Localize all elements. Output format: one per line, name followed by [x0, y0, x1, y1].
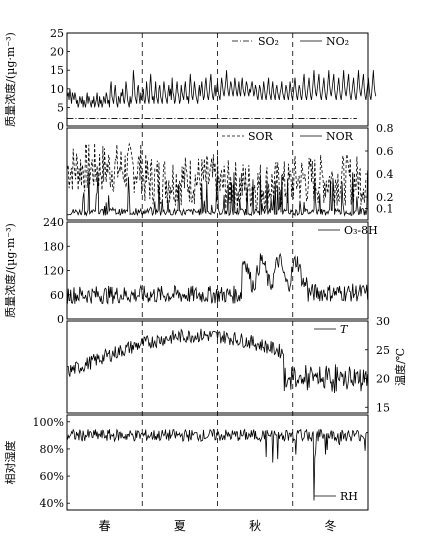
y-tick-label: 10	[50, 83, 64, 96]
panel-frame	[66, 414, 369, 511]
legend-label-sor: SOR	[248, 130, 274, 143]
y-tick-label: 0	[57, 120, 64, 133]
legend-label-o3: O₃-8H	[344, 224, 378, 237]
y-axis-label: 相对湿度	[3, 441, 17, 485]
panel-3: 0 60 120 180 240 O₃-8H 质量浓度/(µg·m⁻³)	[3, 216, 378, 326]
y-tick-label: 25	[50, 27, 64, 40]
panel-4: 15 20 25 30 T 温度/℃	[66, 315, 407, 414]
y-axis-label: 质量浓度/(µg·m⁻³)	[3, 223, 17, 318]
series-line-no2	[67, 70, 377, 108]
y-tick-label-right: 0.1	[376, 203, 394, 216]
y-tick-label: 60	[50, 289, 64, 302]
y-tick-label: 180	[43, 240, 64, 253]
y-tick-label: 20	[50, 46, 64, 59]
y-axis-label: 温度/℃	[393, 348, 407, 386]
y-tick-label: 120	[43, 265, 64, 278]
y-tick-label: 240	[43, 216, 64, 229]
series-line-nor	[67, 170, 368, 217]
legend-label-nor: NOR	[326, 130, 354, 143]
legend-label-rh: RH	[340, 490, 358, 503]
y-tick-label-right: 0.2	[376, 191, 394, 204]
series-line-rh	[67, 428, 368, 501]
y-tick-label-right: 20	[376, 373, 390, 386]
y-tick-label: 100%	[33, 416, 64, 429]
y-tick-label: 60%	[40, 470, 64, 483]
panel-5: 40% 60% 80% 100% RH 相对湿度	[3, 414, 369, 511]
panel-frame	[66, 320, 369, 414]
season-label-3: 秋	[249, 519, 261, 533]
season-label-1: 春	[99, 519, 111, 533]
y-tick-label: 0	[57, 313, 64, 326]
series-line-t	[67, 328, 368, 394]
y-tick-label-right: 25	[376, 344, 390, 357]
y-tick-label-right: 30	[376, 315, 390, 328]
y-tick-label-right: 0.4	[376, 168, 394, 181]
y-tick-label-right: 0.6	[376, 145, 394, 158]
y-tick-label-right: 0.8	[376, 122, 394, 135]
panel-1: 0 5 10 15 20 25 SO₂ NO₂ 质量浓度/(µg·m⁻³)	[3, 27, 377, 133]
legend-label-no2: NO₂	[326, 35, 349, 48]
season-label-2: 夏	[174, 519, 186, 533]
legend-label-so2: SO₂	[258, 35, 279, 48]
series-line-o3	[67, 252, 368, 305]
season-label-4: 冬	[324, 518, 336, 533]
y-axis-label: 质量浓度/(µg·m⁻³)	[3, 32, 17, 127]
y-tick-label-right: 15	[376, 401, 390, 414]
y-tick-label: 40%	[40, 497, 64, 510]
y-tick-label: 15	[50, 64, 64, 77]
panel-2: 0.10.2 0.4 0.6 0.8 SOR NOR	[66, 122, 394, 221]
series-line-sor	[67, 142, 368, 211]
y-tick-label: 5	[57, 101, 64, 114]
legend-label-t: T	[340, 323, 349, 336]
y-tick-label: 80%	[40, 443, 64, 456]
